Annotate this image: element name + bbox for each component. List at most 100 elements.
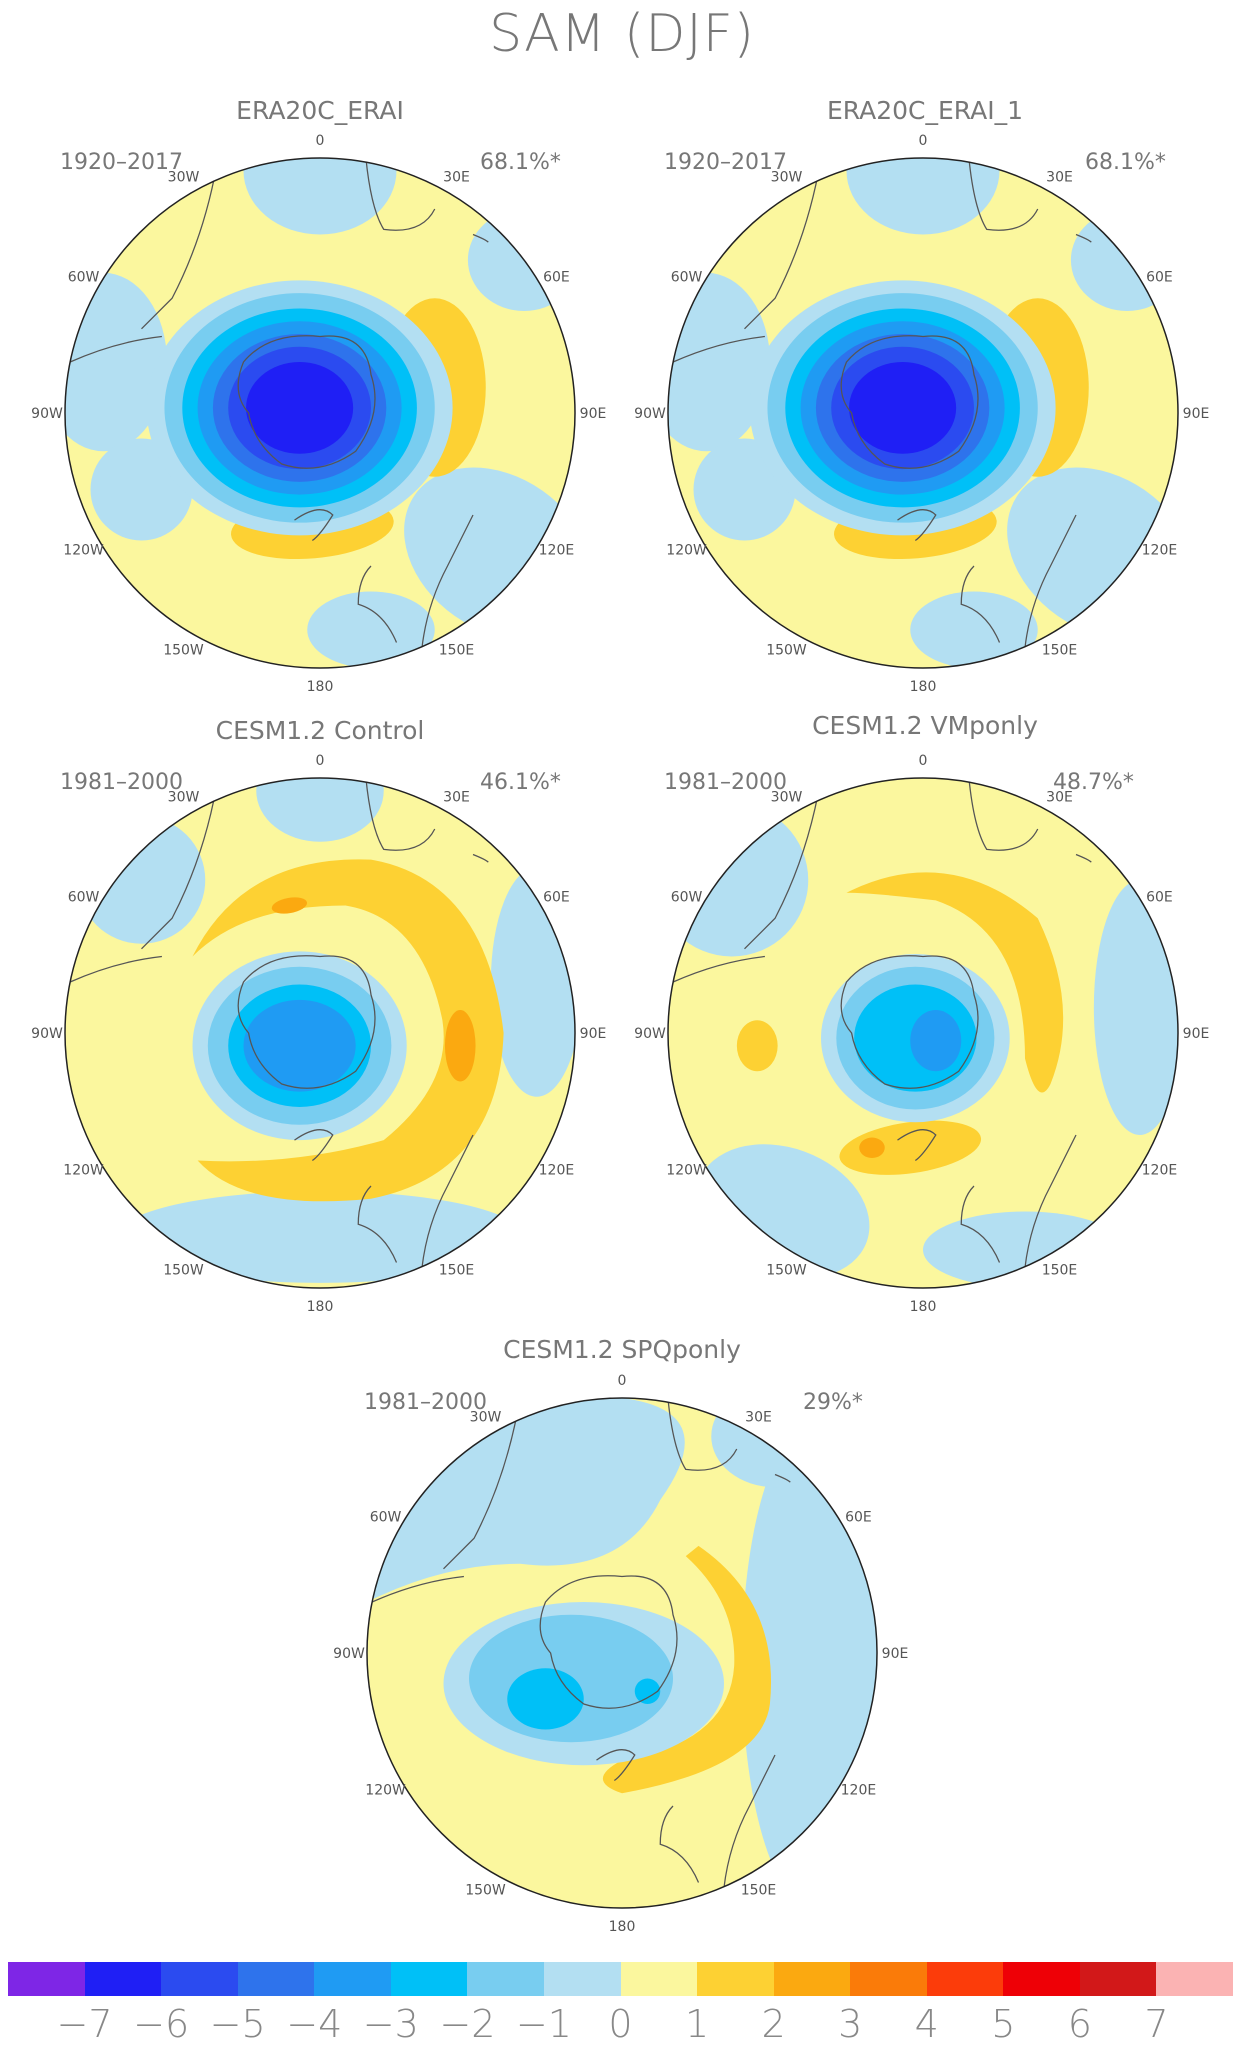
coastline: [672, 335, 765, 363]
coastline: [744, 778, 822, 950]
panel-period: 1981–2000: [664, 770, 787, 795]
longitude-label: 120E: [1142, 1163, 1178, 1179]
colorbar-swatch: [620, 1962, 698, 1996]
colorbar-swatch: [1156, 1962, 1233, 1996]
longitude-label: 120W: [63, 1163, 104, 1179]
longitude-label: 90E: [882, 1646, 909, 1662]
coastline: [141, 778, 219, 950]
coastline: [968, 158, 1039, 231]
contour-neg: [634, 1678, 661, 1704]
colorbar-swatch: [850, 1962, 927, 1996]
colorbar-tick-label: 0: [608, 2002, 633, 2046]
longitude-label: 90W: [333, 1646, 365, 1662]
longitude-label: 120E: [841, 1783, 877, 1799]
coastline: [897, 1129, 937, 1162]
panel-period: 1981–2000: [364, 1390, 487, 1415]
coastline: [357, 565, 398, 643]
contour-pos: [602, 1545, 772, 1794]
colorbar-ticks: −7 −6 −5 −4 −3 −2 −1 0 1 2 3 4 5 6 7: [0, 2002, 1244, 2046]
colorbar-swatch: [467, 1962, 544, 1996]
map-border: [64, 777, 576, 1289]
coastline: [968, 778, 1039, 851]
longitude-label: 30E: [443, 790, 470, 806]
longitude-label: 180: [609, 1919, 636, 1935]
longitude-label: 120W: [365, 1783, 406, 1799]
longitude-label: 60W: [68, 270, 100, 286]
contour-neg: [256, 778, 384, 842]
coastline: [294, 1129, 334, 1162]
longitude-label: 60W: [671, 270, 703, 286]
coastline: [365, 158, 436, 231]
coastline: [421, 514, 474, 648]
longitude-label: 0: [618, 1373, 627, 1389]
coastline: [472, 233, 489, 243]
longitude-label: 90E: [580, 1026, 607, 1042]
longitude-label: 150E: [439, 642, 475, 658]
colorbar-swatch: [1003, 1962, 1080, 1996]
coastline: [960, 1185, 1001, 1263]
coastline: [365, 778, 436, 851]
longitude-label: 120W: [666, 543, 707, 559]
colorbar-swatch: [926, 1962, 1004, 1996]
coastline: [960, 565, 1001, 643]
contour-neg: [849, 362, 957, 454]
coastline: [840, 335, 979, 469]
longitude-label: 150E: [1042, 1262, 1078, 1278]
longitude-label: 60E: [845, 1510, 872, 1526]
longitude-label: 30E: [443, 170, 470, 186]
explained-variance: 29%*: [803, 1390, 863, 1415]
longitude-label: 0: [919, 753, 928, 769]
colorbar-swatch: [697, 1962, 774, 1996]
longitude-label: 150W: [766, 642, 807, 658]
colorbar-swatch: [237, 1962, 315, 1996]
panel-period: 1981–2000: [60, 770, 183, 795]
coastline: [897, 509, 937, 542]
longitude-label: 150E: [741, 1882, 777, 1898]
longitude-label: 90W: [634, 1026, 666, 1042]
coastline: [357, 1185, 398, 1263]
panel-period: 1920–2017: [664, 150, 787, 175]
contour-neg: [246, 362, 354, 454]
coastline: [237, 335, 376, 469]
longitude-label: 60W: [68, 890, 100, 906]
explained-variance: 48.7%*: [1053, 770, 1134, 795]
longitude-label: 60W: [671, 890, 703, 906]
coastline: [69, 955, 162, 983]
colorbar-swatch: [8, 1962, 85, 1996]
longitude-label: 150W: [465, 1882, 506, 1898]
longitude-label: 60E: [1146, 270, 1173, 286]
contour-neg: [116, 1191, 524, 1283]
contour-pos: [859, 1137, 885, 1158]
contour-pos: [839, 1120, 982, 1175]
map-border: [667, 777, 1179, 1289]
panel-title: CESM1.2 VMponly: [812, 711, 1038, 740]
panel-title: CESM1.2 Control: [215, 716, 425, 745]
colorbar-tick-label: −3: [362, 2002, 419, 2046]
colorbar-tick-label: −6: [133, 2002, 190, 2046]
coastline: [1075, 233, 1092, 243]
coastline: [141, 158, 219, 330]
colorbar-swatch: [1079, 1962, 1157, 1996]
coastline: [1075, 853, 1092, 863]
colorbar-tick-label: 3: [838, 2002, 863, 2046]
longitude-label: 90E: [1183, 406, 1210, 422]
contour-neg: [910, 1010, 962, 1072]
colorbar-tick-label: −5: [209, 2002, 266, 2046]
explained-variance: 68.1%*: [1085, 150, 1166, 175]
colorbar-swatch: [314, 1962, 391, 1996]
coastline: [237, 955, 376, 1089]
coastline: [539, 1575, 678, 1709]
longitude-label: 60W: [370, 1510, 402, 1526]
colorbar-swatch: [161, 1962, 238, 1996]
coastline: [744, 158, 822, 330]
colorbar-tick-label: 6: [1067, 2002, 1092, 2046]
coastline: [1024, 514, 1077, 648]
longitude-label: 30W: [771, 790, 803, 806]
longitude-label: 30E: [745, 1410, 772, 1426]
longitude-label: 120W: [666, 1163, 707, 1179]
colorbar: [8, 1962, 1233, 1996]
longitude-label: 120E: [539, 1163, 575, 1179]
